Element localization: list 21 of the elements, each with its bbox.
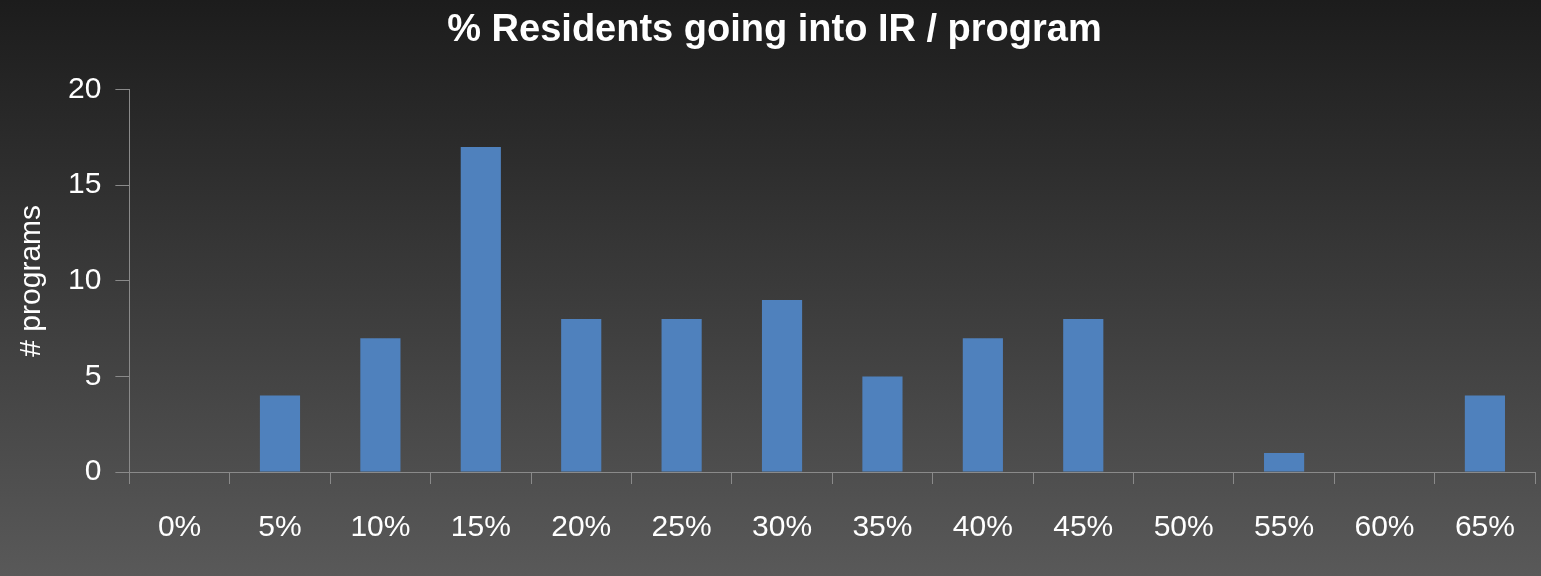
x-tick-label: 65% xyxy=(1454,509,1515,543)
y-axis-title: # programs xyxy=(13,204,47,357)
x-tick-label: 50% xyxy=(1153,509,1214,543)
y-tick-label: 10 xyxy=(67,262,102,296)
chart-title: % Residents going into IR / program xyxy=(447,7,1102,50)
x-tick-label: 45% xyxy=(1053,509,1114,543)
y-tick-label: 15 xyxy=(67,166,102,200)
y-tick-label: 5 xyxy=(84,357,102,391)
x-tick-label: 25% xyxy=(651,509,712,543)
x-tick-label: 55% xyxy=(1254,509,1315,543)
x-tick-label: 10% xyxy=(350,509,411,543)
x-tick-label: 30% xyxy=(752,509,813,543)
x-tick-label: 20% xyxy=(551,509,612,543)
x-tick-label: 5% xyxy=(258,509,302,543)
x-tick-label: 40% xyxy=(952,509,1013,543)
x-tick-label: 15% xyxy=(450,509,511,543)
x-tick-label: 0% xyxy=(157,509,202,543)
y-tick-label: 0 xyxy=(84,453,102,487)
x-tick-label: 60% xyxy=(1354,509,1415,543)
y-tick-label: 20 xyxy=(67,70,102,104)
x-tick-label: 35% xyxy=(852,509,913,543)
